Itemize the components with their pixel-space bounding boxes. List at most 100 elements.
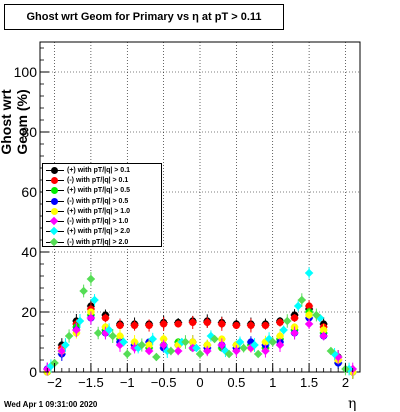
y-axis-label: Ghost wrt Geom (%) bbox=[0, 89, 30, 155]
data-point bbox=[189, 318, 197, 327]
legend-marker bbox=[43, 206, 67, 216]
data-point bbox=[145, 341, 153, 349]
legend-marker bbox=[43, 186, 67, 196]
legend-label: (-) with pT/|q| > 1.0 bbox=[67, 218, 129, 226]
legend-label: (+) with pT/|q| > 1.0 bbox=[67, 207, 131, 215]
x-axis-label: η bbox=[348, 396, 357, 412]
series-layer bbox=[43, 267, 357, 379]
timestamp: Wed Apr 1 09:31:00 2020 bbox=[4, 400, 98, 409]
legend-entry: (-) with pT/|q| > 1.0 bbox=[43, 216, 161, 226]
data-point bbox=[261, 346, 270, 356]
data-point bbox=[235, 337, 245, 347]
data-point bbox=[145, 321, 153, 330]
y-tick-label: 60 bbox=[21, 184, 37, 200]
data-point bbox=[173, 346, 183, 356]
x-tick-label: −1.5 bbox=[78, 375, 104, 390]
x-tick-label: 0.5 bbox=[227, 375, 245, 390]
data-point bbox=[319, 331, 328, 341]
series--with-pt-q-2-0 bbox=[50, 272, 350, 376]
data-point bbox=[116, 332, 124, 340]
legend-entry: (+) with pT/|q| > 2.0 bbox=[43, 227, 161, 237]
x-tick-label: 1.5 bbox=[300, 375, 318, 390]
data-point bbox=[279, 325, 288, 335]
data-point bbox=[116, 321, 124, 330]
legend-marker bbox=[43, 227, 67, 237]
data-point bbox=[239, 343, 248, 353]
legend-entry: (+) with pT/|q| > 0.1 bbox=[43, 165, 161, 175]
data-point bbox=[148, 334, 157, 344]
legend-entry: (-) with pT/|q| > 0.5 bbox=[43, 196, 161, 206]
data-point bbox=[283, 316, 292, 326]
legend-label: (+) with pT/|q| > 0.5 bbox=[67, 187, 131, 195]
legend: (+) with pT/|q| > 0.1 (-) with pT/|q| > 0… bbox=[42, 163, 162, 247]
legend-marker bbox=[43, 165, 67, 175]
y-tick-label: 20 bbox=[21, 304, 37, 320]
legend-label: (+) with pT/|q| > 0.1 bbox=[67, 166, 131, 174]
data-point bbox=[130, 338, 139, 346]
data-point bbox=[232, 321, 240, 330]
data-point bbox=[101, 314, 110, 322]
chart-title: Ghost wrt Geom for Primary vs η at pT > … bbox=[4, 4, 284, 30]
data-point bbox=[144, 346, 154, 356]
data-point bbox=[297, 295, 307, 305]
data-point bbox=[253, 349, 263, 359]
data-point bbox=[108, 331, 117, 341]
data-point bbox=[276, 318, 284, 327]
legend-label: (-) with pT/|q| > 2.0 bbox=[67, 238, 129, 246]
data-point bbox=[79, 286, 88, 296]
x-tick-label: −2 bbox=[47, 375, 62, 390]
data-point bbox=[304, 268, 314, 278]
legend-entry: (-) with pT/|q| > 2.0 bbox=[43, 237, 161, 247]
legend-label: (-) with pT/|q| > 0.5 bbox=[67, 197, 129, 205]
data-point bbox=[130, 321, 139, 330]
data-point bbox=[93, 328, 103, 338]
y-tick-label: 40 bbox=[21, 244, 37, 260]
data-point bbox=[174, 320, 182, 328]
legend-entry: (-) with pT/|q| > 0.1 bbox=[43, 175, 161, 185]
data-point bbox=[290, 328, 299, 338]
y-tick-label: 0 bbox=[29, 364, 37, 380]
data-point bbox=[217, 340, 227, 350]
data-point bbox=[293, 301, 303, 311]
data-point bbox=[90, 295, 99, 305]
data-point bbox=[206, 331, 216, 341]
data-point bbox=[46, 361, 56, 371]
data-point bbox=[86, 274, 96, 284]
data-point bbox=[305, 302, 313, 310]
data-point bbox=[152, 352, 161, 362]
data-point bbox=[104, 325, 114, 335]
data-point bbox=[57, 346, 67, 356]
data-point bbox=[72, 325, 81, 335]
data-point bbox=[64, 331, 74, 341]
data-point bbox=[203, 318, 211, 327]
data-point bbox=[261, 321, 270, 330]
data-point bbox=[61, 340, 70, 350]
data-point bbox=[189, 338, 197, 346]
data-point bbox=[203, 341, 211, 349]
data-point bbox=[159, 340, 168, 350]
data-point bbox=[195, 349, 205, 359]
data-point bbox=[232, 346, 241, 356]
legend-label: (-) with pT/|q| > 0.1 bbox=[67, 176, 129, 184]
data-point bbox=[305, 311, 313, 319]
data-point bbox=[160, 320, 168, 328]
data-point bbox=[101, 328, 110, 338]
x-tick-label: 1 bbox=[269, 375, 276, 390]
data-point bbox=[326, 346, 336, 356]
y-tick-label: 80 bbox=[21, 124, 37, 140]
data-point bbox=[203, 346, 212, 356]
legend-marker bbox=[43, 175, 67, 185]
data-point bbox=[166, 346, 176, 356]
data-point bbox=[123, 349, 132, 359]
legend-entry: (+) with pT/|q| > 0.5 bbox=[43, 186, 161, 196]
legend-label: (+) with pT/|q| > 2.0 bbox=[67, 228, 131, 236]
data-point bbox=[268, 337, 277, 347]
data-point bbox=[247, 321, 255, 330]
x-tick-label: 2 bbox=[342, 375, 349, 390]
y-tick-label: 100 bbox=[14, 64, 38, 80]
data-point bbox=[320, 326, 328, 334]
data-point bbox=[275, 340, 285, 350]
x-tick-label: −0.5 bbox=[151, 375, 177, 390]
data-point bbox=[160, 335, 168, 343]
